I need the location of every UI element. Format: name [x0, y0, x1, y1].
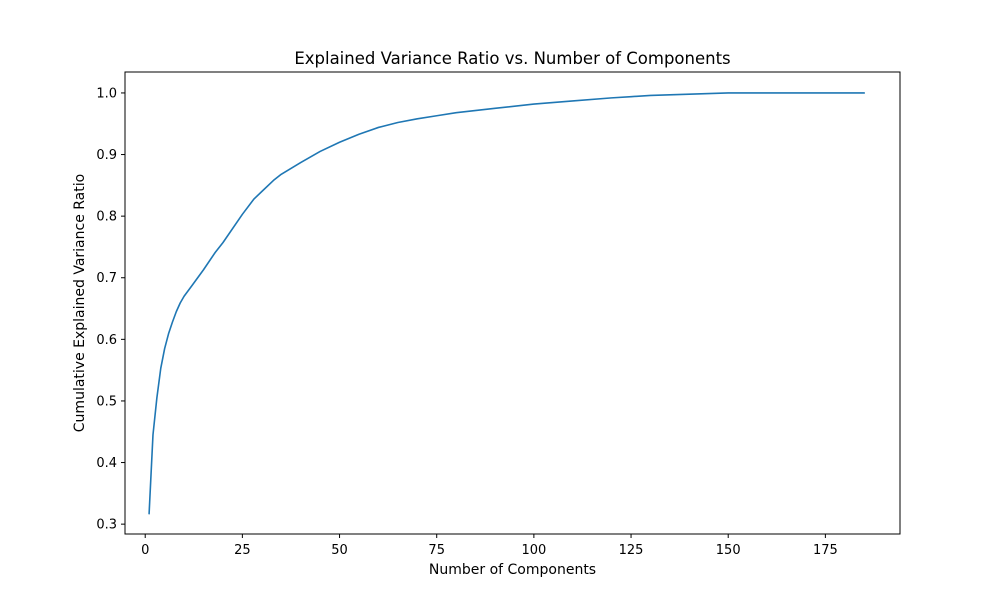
x-tick-label: 0 [141, 543, 149, 558]
x-tick-label: 100 [521, 543, 546, 558]
x-tick-label: 150 [716, 543, 741, 558]
series-layer [148, 92, 866, 515]
y-tick-label: 0.3 [96, 518, 117, 533]
x-tick-label: 75 [428, 543, 445, 558]
x-tick-label: 25 [234, 543, 251, 558]
y-tick-label: 0.5 [96, 394, 117, 409]
series-line [148, 92, 866, 515]
y-axis: 0.3 0.4 0.5 0.6 0.7 0.8 0.9 1.0 [96, 86, 125, 533]
x-tick-label: 125 [619, 543, 644, 558]
y-tick-label: 0.9 [96, 148, 117, 163]
y-tick-label: 1.0 [96, 86, 117, 101]
plot-frame [124, 71, 901, 535]
plot-area [125, 72, 900, 534]
x-axis-label: Number of Components [429, 562, 596, 578]
x-axis: 0 25 50 75 100 125 150 175 [141, 534, 838, 558]
y-axis-label: Cumulative Explained Variance Ratio [72, 174, 88, 432]
y-tick-label: 0.6 [96, 333, 117, 348]
y-tick-label: 0.4 [96, 456, 117, 471]
x-tick-label: 50 [331, 543, 348, 558]
x-tick-label: 175 [813, 543, 838, 558]
y-tick-label: 0.7 [96, 271, 117, 286]
chart-title: Explained Variance Ratio vs. Number of C… [294, 49, 730, 68]
y-tick-label: 0.8 [96, 210, 117, 225]
